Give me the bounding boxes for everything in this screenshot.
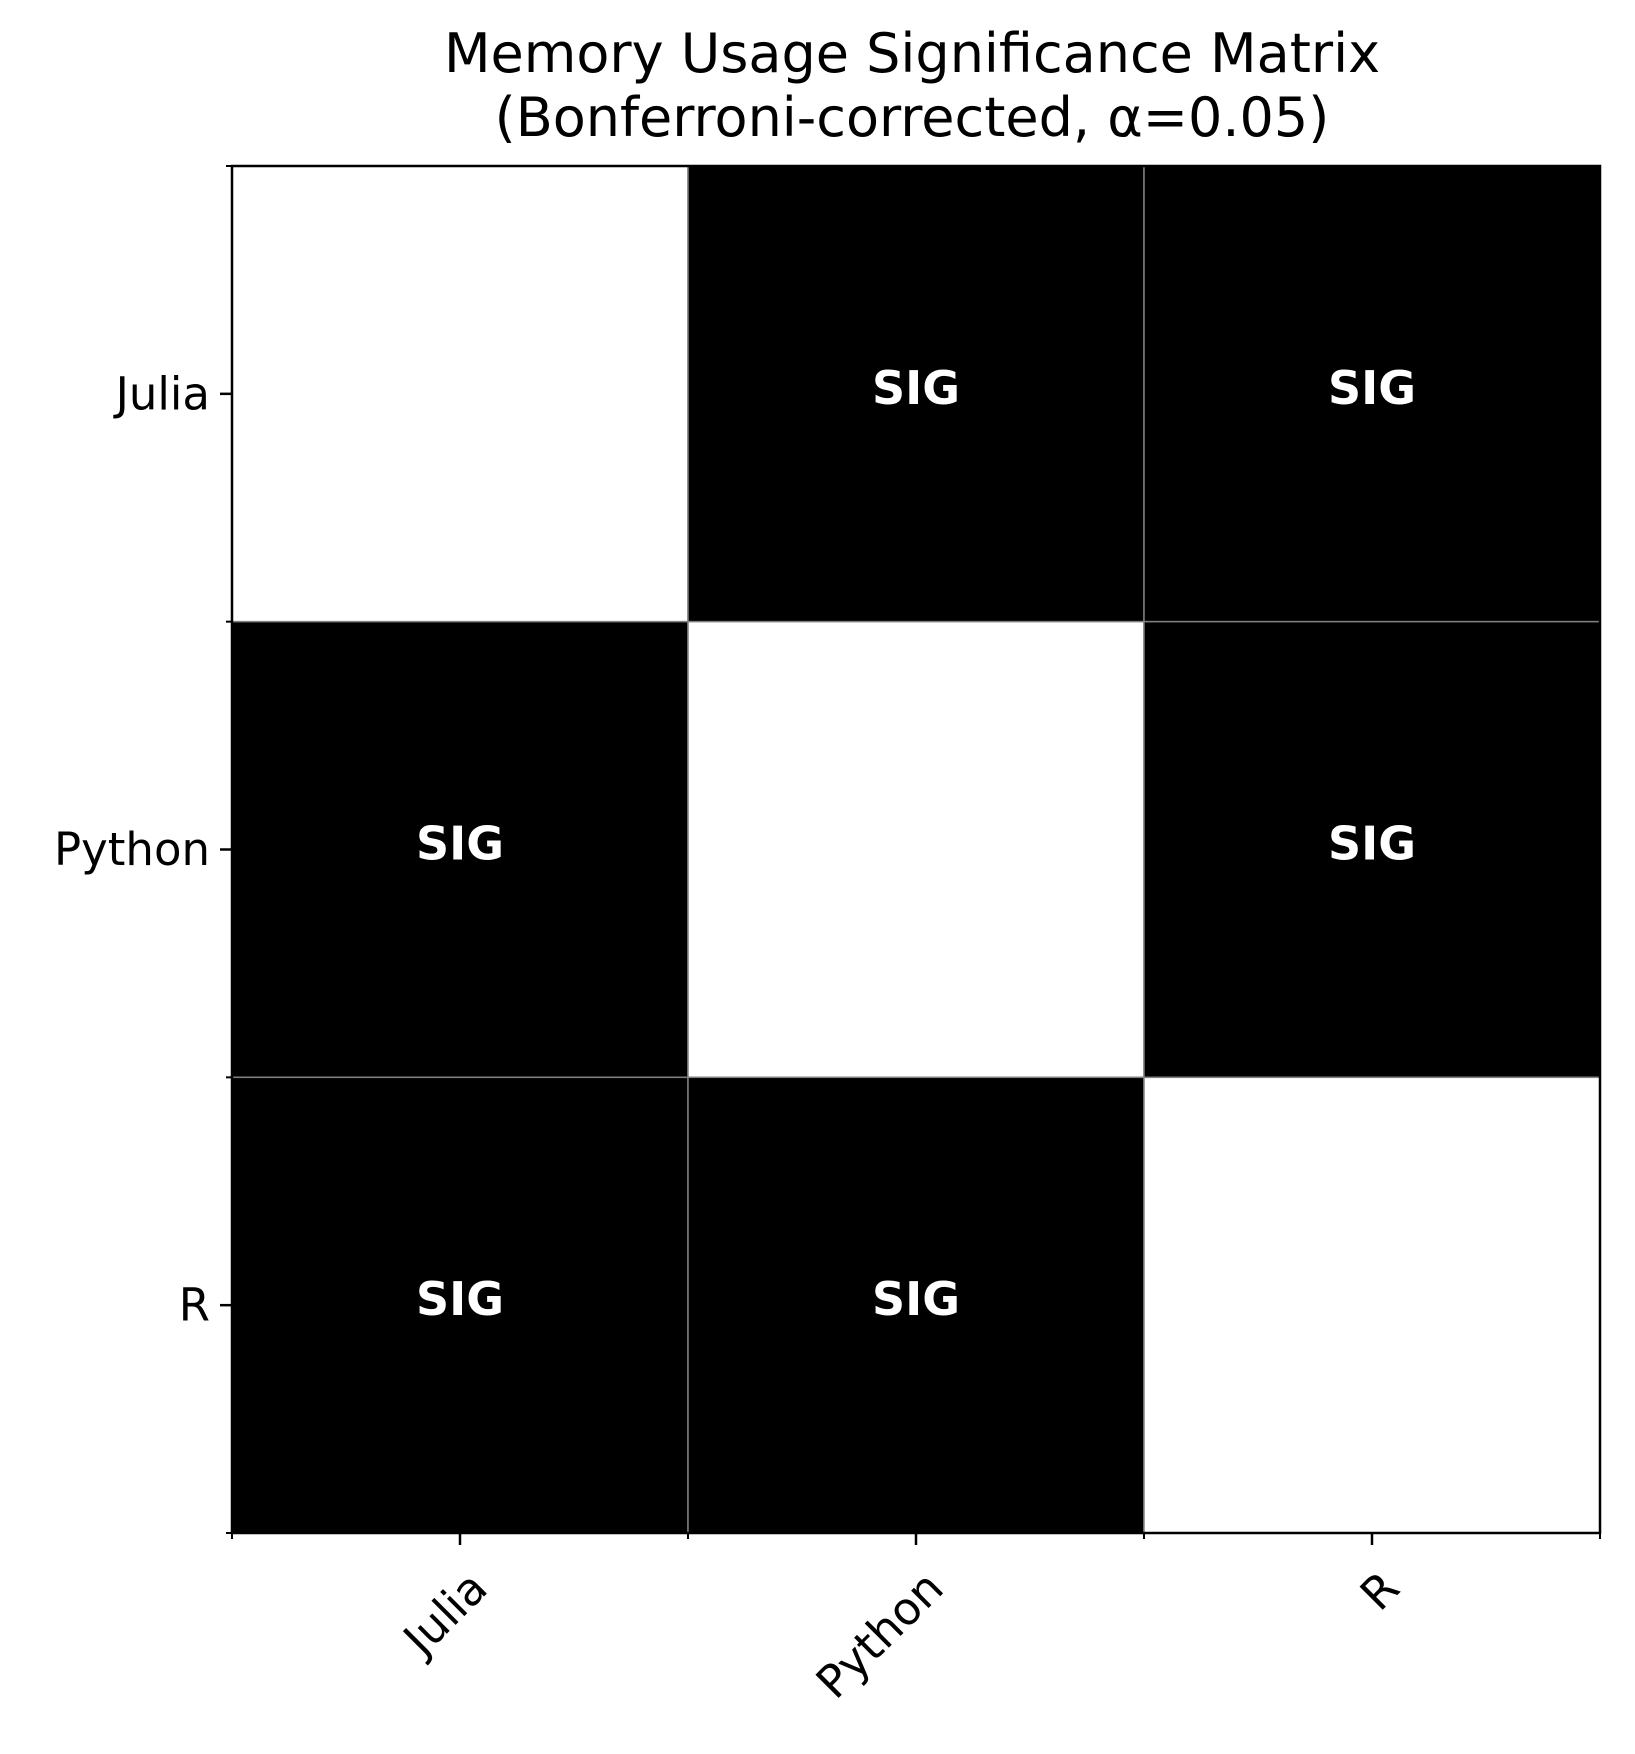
cell-label-r-julia: SIG — [416, 1272, 504, 1326]
cell-julia-python — [687, 165, 1145, 623]
x-axis-ticks: Julia Python R — [231, 1533, 1601, 1709]
cell-r-julia — [231, 1076, 689, 1534]
y-tick-label-python: Python — [54, 823, 210, 876]
y-tick-label-r: R — [179, 1279, 210, 1332]
chart-title-line-2: (Bonferroni-corrected, α=0.05) — [495, 86, 1330, 149]
cell-r-python — [687, 1076, 1145, 1534]
cell-python-r — [1143, 620, 1601, 1079]
chart-title-line-1: Memory Usage Significance Matrix — [444, 22, 1380, 85]
cell-label-python-julia: SIG — [416, 817, 504, 871]
cell-julia-julia — [231, 165, 689, 623]
x-tick-label-julia: Julia — [391, 1561, 497, 1667]
x-tick-label-r: R — [1350, 1561, 1410, 1621]
cell-r-r — [1143, 1076, 1601, 1534]
cell-label-julia-r: SIG — [1328, 361, 1416, 415]
cell-label-python-r: SIG — [1328, 817, 1416, 871]
cell-python-julia — [231, 620, 689, 1079]
y-axis-ticks: Julia Python R — [54, 165, 232, 1534]
y-tick-label-julia: Julia — [113, 367, 210, 420]
cell-python-python — [687, 620, 1145, 1079]
cell-label-julia-python: SIG — [872, 361, 960, 415]
heatmap-cells — [231, 165, 1601, 1534]
cell-label-r-python: SIG — [872, 1272, 960, 1326]
heatmap-cell-labels: SIG SIG SIG SIG SIG SIG — [416, 361, 1416, 1326]
x-tick-label-python: Python — [806, 1561, 954, 1709]
chart-title: Memory Usage Significance Matrix (Bonfer… — [444, 22, 1380, 149]
